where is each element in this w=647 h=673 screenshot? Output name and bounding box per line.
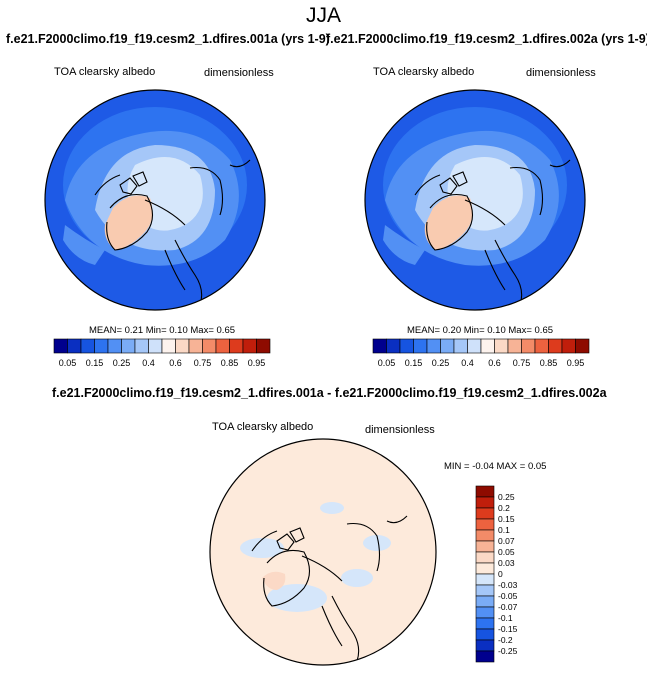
right-variable-label: TOA clearsky albedo xyxy=(373,66,475,78)
diff-colorbar: 0.250.20.150.10.070.050.030-0.03-0.05-0.… xyxy=(475,485,518,663)
left-colorbar: 0.05 0.15 0.25 0.4 0.6 0.75 0.85 0.95 xyxy=(53,338,271,368)
diff-colorbar-swatch xyxy=(475,551,495,564)
left-units-label: dimensionless xyxy=(204,67,274,79)
diff-colorbar-swatch xyxy=(475,650,495,663)
left-colorbar-swatch xyxy=(161,338,176,354)
right-colorbar-swatch xyxy=(467,338,482,354)
left-colorbar-tick-label: 0.95 xyxy=(248,358,266,368)
diff-units-label: dimensionless xyxy=(365,424,435,436)
left-colorbar-tick-label: 0.4 xyxy=(142,358,155,368)
diff-colorbar-swatch xyxy=(475,507,495,520)
right-colorbar-swatch xyxy=(440,338,455,354)
diff-colorbar-swatch xyxy=(475,540,495,553)
left-colorbar-swatch xyxy=(202,338,217,354)
diff-colorbar-tick-label: -0.07 xyxy=(498,602,518,612)
right-colorbar-tick-label: 0.4 xyxy=(461,358,474,368)
diff-colorbar-swatch xyxy=(475,529,495,542)
diff-colorbar-swatch xyxy=(475,518,495,531)
diff-colorbar-tick-label: -0.05 xyxy=(498,591,518,601)
right-colorbar-swatch xyxy=(521,338,536,354)
diff-colorbar-tick-label: -0.1 xyxy=(498,613,513,623)
right-colorbar-swatch xyxy=(386,338,401,354)
diff-colorbar-swatch xyxy=(475,496,495,509)
left-colorbar-tick-label: 0.25 xyxy=(113,358,131,368)
figure-title: JJA xyxy=(305,4,341,27)
diff-colorbar-tick-label: -0.03 xyxy=(498,580,518,590)
right-colorbar-tick-label: 0.75 xyxy=(513,358,531,368)
diff-colorbar-tick-label: 0.15 xyxy=(498,514,515,524)
left-colorbar-tick-label: 0.05 xyxy=(59,358,77,368)
left-colorbar-swatch xyxy=(80,338,95,354)
left-subtitle: f.e21.F2000climo.f19_f19.cesm2_1.dfires.… xyxy=(6,32,330,46)
left-colorbar-swatch xyxy=(67,338,82,354)
left-colorbar-swatch xyxy=(94,338,109,354)
right-polar-map xyxy=(364,89,586,311)
diff-colorbar-tick-label: 0.25 xyxy=(498,492,515,502)
left-colorbar-tick-label: 0.85 xyxy=(221,358,239,368)
diff-colorbar-swatch xyxy=(475,639,495,652)
left-colorbar-swatch xyxy=(188,338,203,354)
diff-colorbar-swatch xyxy=(475,584,495,597)
right-colorbar-swatch xyxy=(494,338,509,354)
right-colorbar-swatch xyxy=(561,338,576,354)
diff-colorbar-tick-label: 0.03 xyxy=(498,558,515,568)
diff-colorbar-swatch xyxy=(475,628,495,641)
left-colorbar-swatch xyxy=(256,338,271,354)
right-colorbar-tick-label: 0.6 xyxy=(488,358,501,368)
left-colorbar-swatch xyxy=(229,338,244,354)
diff-variable-label: TOA clearsky albedo xyxy=(212,421,314,433)
left-polar-map xyxy=(44,89,266,311)
diff-colorbar-swatch xyxy=(475,617,495,630)
right-colorbar-tick-label: 0.05 xyxy=(378,358,396,368)
right-units-label: dimensionless xyxy=(526,67,596,79)
diff-colorbar-swatch xyxy=(475,562,495,575)
diff-colorbar-tick-label: 0.05 xyxy=(498,547,515,557)
right-subtitle: f.e21.F2000climo.f19_f19.cesm2_1.dfires.… xyxy=(326,32,647,46)
left-colorbar-tick-label: 0.15 xyxy=(86,358,104,368)
right-colorbar-tick-label: 0.25 xyxy=(432,358,450,368)
left-colorbar-swatch xyxy=(134,338,149,354)
right-colorbar-tick-label: 0.95 xyxy=(567,358,585,368)
diff-colorbar-swatch xyxy=(475,485,495,498)
right-colorbar: 0.05 0.15 0.25 0.4 0.6 0.75 0.85 0.95 xyxy=(372,338,590,368)
right-colorbar-swatch xyxy=(507,338,522,354)
right-stats: MEAN= 0.20 Min= 0.10 Max= 0.65 xyxy=(407,325,554,336)
diff-colorbar-tick-label: 0.07 xyxy=(498,536,515,546)
diff-colorbar-tick-label: 0 xyxy=(498,569,503,579)
diff-colorbar-swatch xyxy=(475,573,495,586)
diff-colorbar-tick-label: -0.2 xyxy=(498,635,513,645)
left-stats: MEAN= 0.21 Min= 0.10 Max= 0.65 xyxy=(89,325,236,336)
diff-polar-map xyxy=(209,438,437,666)
diff-stats: MIN = -0.04 MAX = 0.05 xyxy=(444,461,547,472)
right-colorbar-tick-label: 0.85 xyxy=(540,358,558,368)
left-colorbar-tick-label: 0.6 xyxy=(169,358,182,368)
diff-colorbar-swatch xyxy=(475,595,495,608)
right-colorbar-tick-label: 0.15 xyxy=(405,358,423,368)
left-colorbar-swatch xyxy=(107,338,122,354)
left-colorbar-swatch xyxy=(215,338,230,354)
right-colorbar-swatch xyxy=(534,338,549,354)
right-colorbar-swatch xyxy=(575,338,590,354)
left-variable-label: TOA clearsky albedo xyxy=(54,66,156,78)
diff-colorbar-tick-label: 0.2 xyxy=(498,503,510,513)
right-colorbar-swatch xyxy=(453,338,468,354)
left-colorbar-swatch xyxy=(121,338,136,354)
left-colorbar-swatch xyxy=(148,338,163,354)
right-colorbar-swatch xyxy=(426,338,441,354)
left-colorbar-swatch xyxy=(242,338,257,354)
left-colorbar-swatch xyxy=(175,338,190,354)
left-colorbar-tick-label: 0.75 xyxy=(194,358,212,368)
right-colorbar-swatch xyxy=(372,338,387,354)
diff-colorbar-tick-label: -0.25 xyxy=(498,646,518,656)
diff-colorbar-tick-label: 0.1 xyxy=(498,525,510,535)
right-colorbar-swatch xyxy=(399,338,414,354)
diff-colorbar-tick-label: -0.15 xyxy=(498,624,518,634)
right-colorbar-swatch xyxy=(413,338,428,354)
right-colorbar-swatch xyxy=(548,338,563,354)
right-colorbar-swatch xyxy=(480,338,495,354)
left-colorbar-swatch xyxy=(53,338,68,354)
diff-subtitle: f.e21.F2000climo.f19_f19.cesm2_1.dfires.… xyxy=(52,386,607,400)
diff-colorbar-swatch xyxy=(475,606,495,619)
